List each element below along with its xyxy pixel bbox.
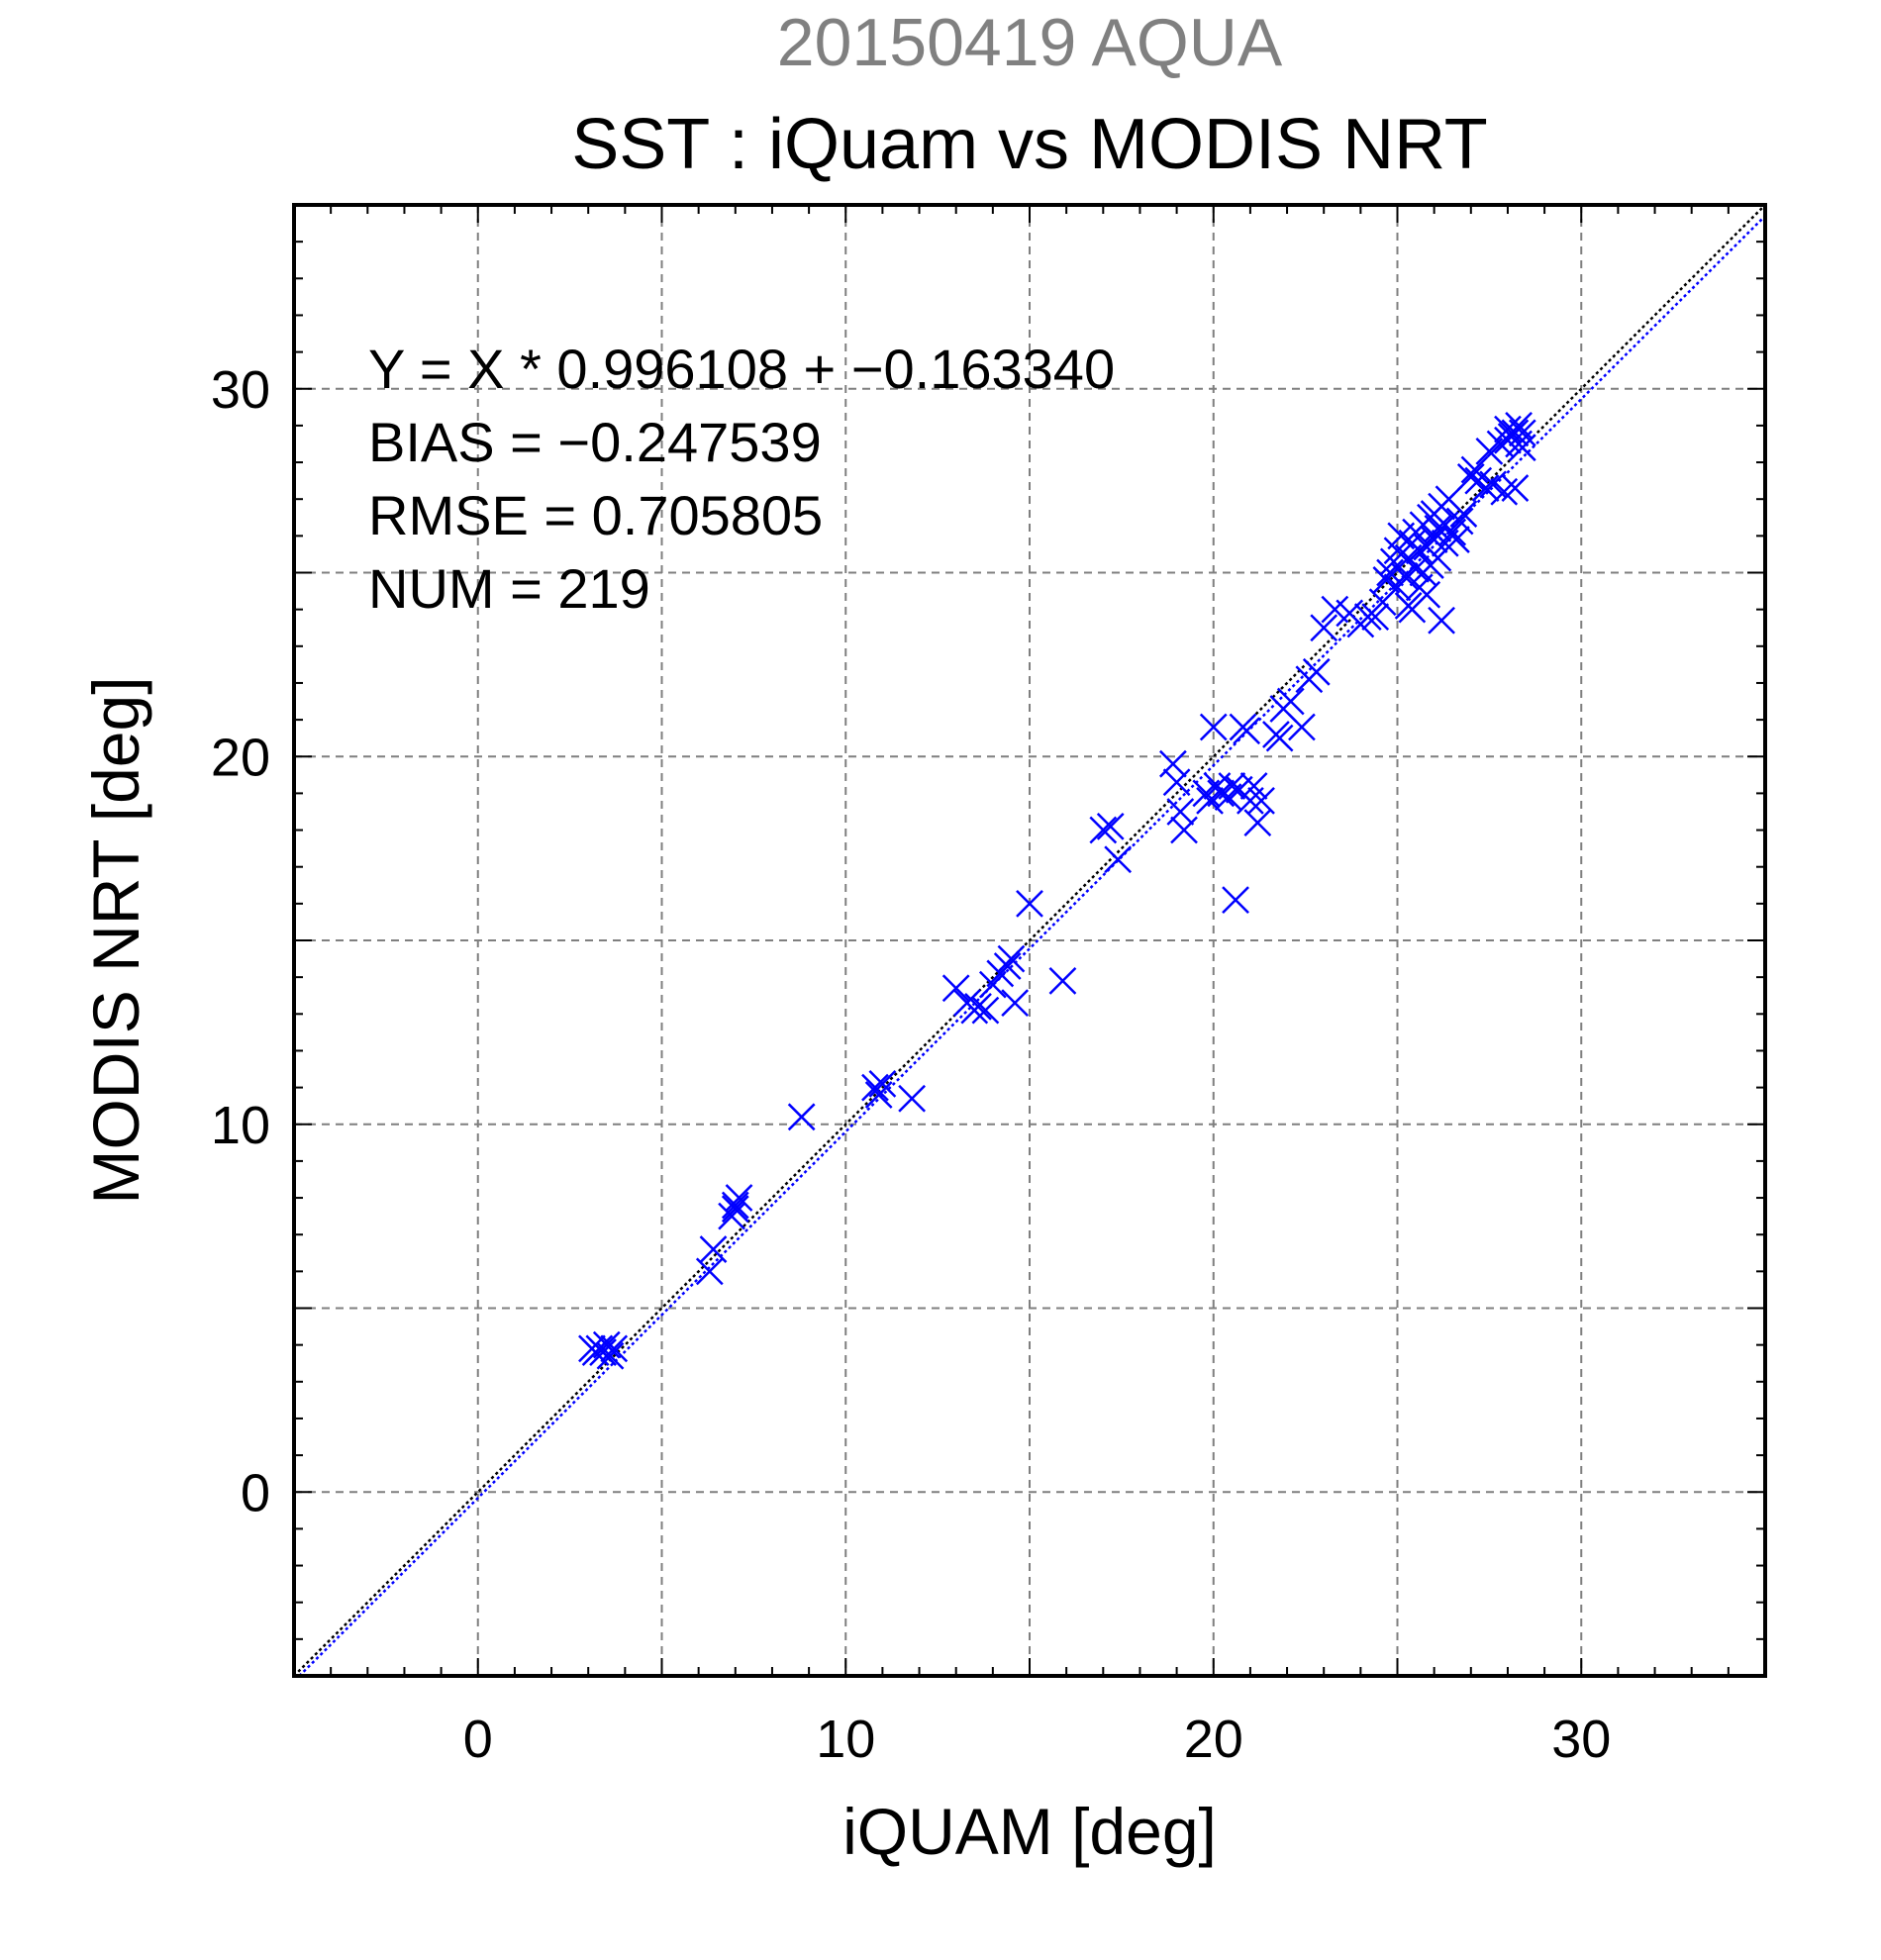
data-point xyxy=(1288,713,1316,741)
data-point xyxy=(1310,614,1338,642)
data-point xyxy=(1247,786,1275,815)
data-point xyxy=(1218,772,1246,800)
data-point xyxy=(997,944,1026,973)
data-point xyxy=(1276,687,1305,716)
plot-frame xyxy=(292,203,1767,1678)
data-point xyxy=(1265,724,1294,752)
data-point xyxy=(589,1338,617,1366)
data-point xyxy=(695,1257,724,1286)
data-point xyxy=(1508,419,1536,447)
data-point xyxy=(898,1084,927,1113)
regression-line xyxy=(298,215,1766,1677)
stat-rmse: RMSE = 0.705805 xyxy=(368,484,823,546)
x-tick-label: 10 xyxy=(816,1710,875,1769)
data-point xyxy=(1001,989,1030,1018)
data-point xyxy=(1239,772,1268,800)
data-point xyxy=(725,1184,753,1212)
data-point xyxy=(596,1341,625,1370)
chart-suptitle: 20150419 AQUA xyxy=(777,5,1283,80)
data-point xyxy=(864,1081,893,1109)
data-point xyxy=(1505,412,1533,440)
data-point xyxy=(1456,463,1485,491)
data-point xyxy=(1471,474,1500,502)
data-points xyxy=(578,412,1536,1370)
data-point xyxy=(592,1330,621,1359)
y-tick-label: 20 xyxy=(211,728,270,787)
data-point xyxy=(971,996,1000,1025)
data-point xyxy=(1199,713,1228,741)
data-point xyxy=(1490,477,1519,506)
data-point xyxy=(993,952,1022,980)
data-point xyxy=(1162,768,1191,797)
data-point xyxy=(718,1202,745,1230)
data-point xyxy=(1222,886,1249,915)
data-point xyxy=(699,1235,728,1263)
data-point xyxy=(1428,606,1455,635)
y-tick-label: 10 xyxy=(211,1096,270,1155)
data-point xyxy=(1508,434,1536,462)
fit-lines xyxy=(293,204,1766,1677)
data-point xyxy=(721,1195,749,1224)
data-point xyxy=(1442,526,1470,553)
data-point xyxy=(1501,419,1530,447)
y-tick-label: 0 xyxy=(241,1463,270,1522)
data-point xyxy=(861,1073,889,1102)
data-point xyxy=(868,1070,897,1098)
stats-annotation: Y = X * 0.996108 + −0.163340 BIAS = −0.2… xyxy=(368,338,1115,620)
data-point xyxy=(1243,809,1272,837)
data-point xyxy=(1449,500,1478,528)
data-point xyxy=(1016,889,1043,918)
x-tick-label: 30 xyxy=(1551,1710,1611,1769)
data-point xyxy=(1361,603,1390,631)
data-point xyxy=(1089,816,1118,844)
data-point xyxy=(1460,455,1489,484)
data-point xyxy=(1501,474,1530,502)
data-point xyxy=(787,1103,816,1131)
data-point xyxy=(1159,749,1187,778)
data-point xyxy=(1233,717,1261,745)
stat-bias: BIAS = −0.247539 xyxy=(368,411,822,473)
x-tick-labels: 0 10 20 30 xyxy=(463,1710,1612,1769)
data-point xyxy=(1445,507,1474,536)
x-tick-label: 20 xyxy=(1184,1710,1243,1769)
data-point xyxy=(1420,526,1448,553)
x-tick-label: 0 xyxy=(463,1710,493,1769)
data-point xyxy=(1104,845,1133,874)
chart-title: SST : iQuam vs MODIS NRT xyxy=(571,105,1488,184)
stat-num: NUM = 219 xyxy=(368,557,650,620)
x-axis-label: iQUAM [deg] xyxy=(842,1795,1217,1868)
data-point xyxy=(1166,798,1195,826)
data-point xyxy=(1096,812,1125,840)
identity-line xyxy=(293,204,1766,1677)
data-point xyxy=(941,974,970,1003)
y-tick-label: 30 xyxy=(211,360,270,420)
data-point xyxy=(1048,966,1077,995)
y-tick-labels: 0 10 20 30 xyxy=(211,360,270,1523)
data-point xyxy=(1405,537,1434,565)
data-point xyxy=(1170,816,1198,844)
data-point xyxy=(1302,657,1331,686)
data-point xyxy=(721,1191,749,1220)
data-point xyxy=(964,992,992,1021)
stat-regression: Y = X * 0.996108 + −0.163340 xyxy=(368,338,1115,400)
data-point xyxy=(1413,580,1441,609)
data-point xyxy=(600,1334,629,1363)
y-axis-label: MODIS NRT [deg] xyxy=(79,676,152,1204)
